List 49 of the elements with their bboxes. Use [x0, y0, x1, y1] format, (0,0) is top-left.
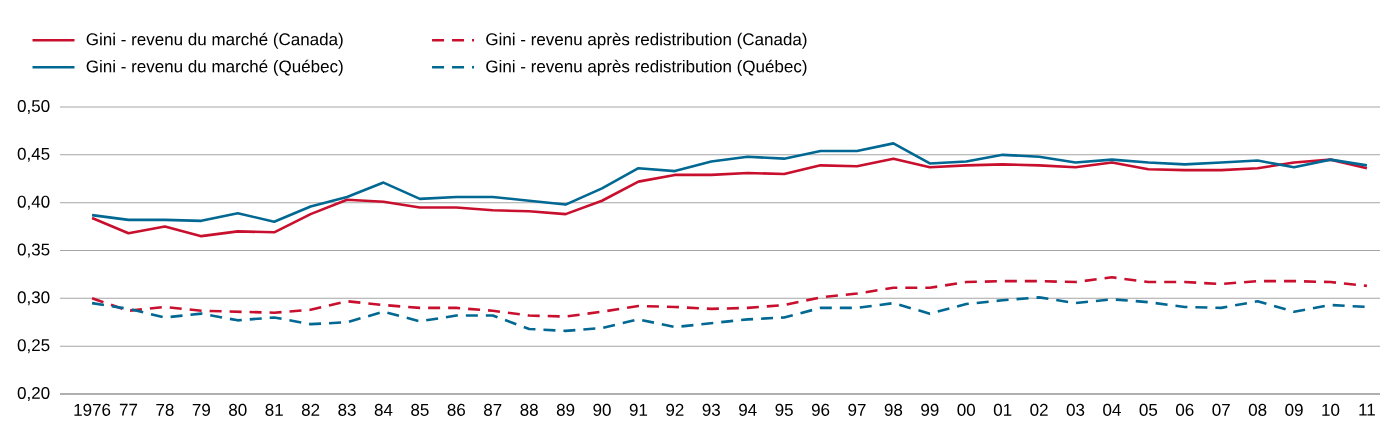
y-tick-label: 0,30 [17, 291, 50, 306]
legend-label: Gini - revenu du marché (Québec) [86, 59, 343, 76]
x-tick-label: 94 [739, 403, 757, 416]
x-tick-label: 84 [374, 403, 393, 416]
x-tick-label: 90 [593, 403, 611, 416]
x-tick-label: 08 [1248, 403, 1267, 416]
legend-label: Gini - revenu du marché (Canada) [86, 32, 343, 49]
x-tick-label: 04 [1103, 403, 1121, 416]
legend-label: Gini - revenu après redistribution (Québec) [486, 59, 807, 76]
x-tick-label: 97 [848, 403, 866, 416]
x-tick-label: 88 [520, 403, 538, 416]
x-tick-label: 83 [338, 403, 356, 416]
legend-label: Gini - revenu après redistribution (Canada) [486, 32, 807, 49]
x-tick-label: 87 [484, 403, 502, 416]
x-tick-label: 02 [1030, 403, 1048, 416]
x-tick-label: 80 [229, 403, 247, 416]
x-tick-label: 98 [884, 403, 903, 416]
x-tick-label: 11 [1359, 403, 1375, 416]
x-tick-label: 81 [265, 403, 283, 416]
x-tick-label: 89 [556, 403, 575, 416]
x-tick-label: 01 [993, 403, 1012, 416]
x-tick-label: 82 [301, 403, 320, 416]
line-series [90, 142, 1369, 224]
y-tick-label: 0,45 [17, 147, 50, 162]
x-tick-label: 93 [702, 403, 720, 416]
x-tick-label: 78 [156, 403, 174, 416]
x-tick-label: 03 [1066, 403, 1085, 416]
x-tick-label: 77 [119, 403, 138, 416]
x-tick-label: 92 [666, 403, 684, 416]
x-tick-label: 79 [192, 403, 210, 416]
x-tick-label: 07 [1212, 403, 1230, 416]
x-tick-label: 10 [1322, 403, 1340, 416]
y-tick-label: 0,25 [17, 339, 50, 354]
line-series [90, 157, 1369, 238]
x-tick-label: 86 [447, 403, 465, 416]
x-tick-label: 09 [1285, 403, 1303, 416]
y-tick-label: 0,50 [17, 99, 50, 115]
x-tick-label: 85 [411, 403, 429, 416]
x-tick-label: 99 [921, 403, 939, 416]
x-tick-label: 05 [1139, 403, 1158, 416]
x-tick-label: 1976 [74, 403, 111, 416]
x-tick-label: 00 [957, 403, 976, 416]
x-tick-label: 95 [775, 403, 793, 416]
x-tick-label: 06 [1175, 403, 1194, 416]
x-tick-label: 91 [629, 403, 648, 416]
y-tick-label: 0,20 [17, 386, 50, 402]
y-tick-label: 0,40 [17, 195, 50, 210]
x-tick-label: 96 [811, 403, 830, 416]
y-tick-label: 0,35 [17, 243, 50, 258]
